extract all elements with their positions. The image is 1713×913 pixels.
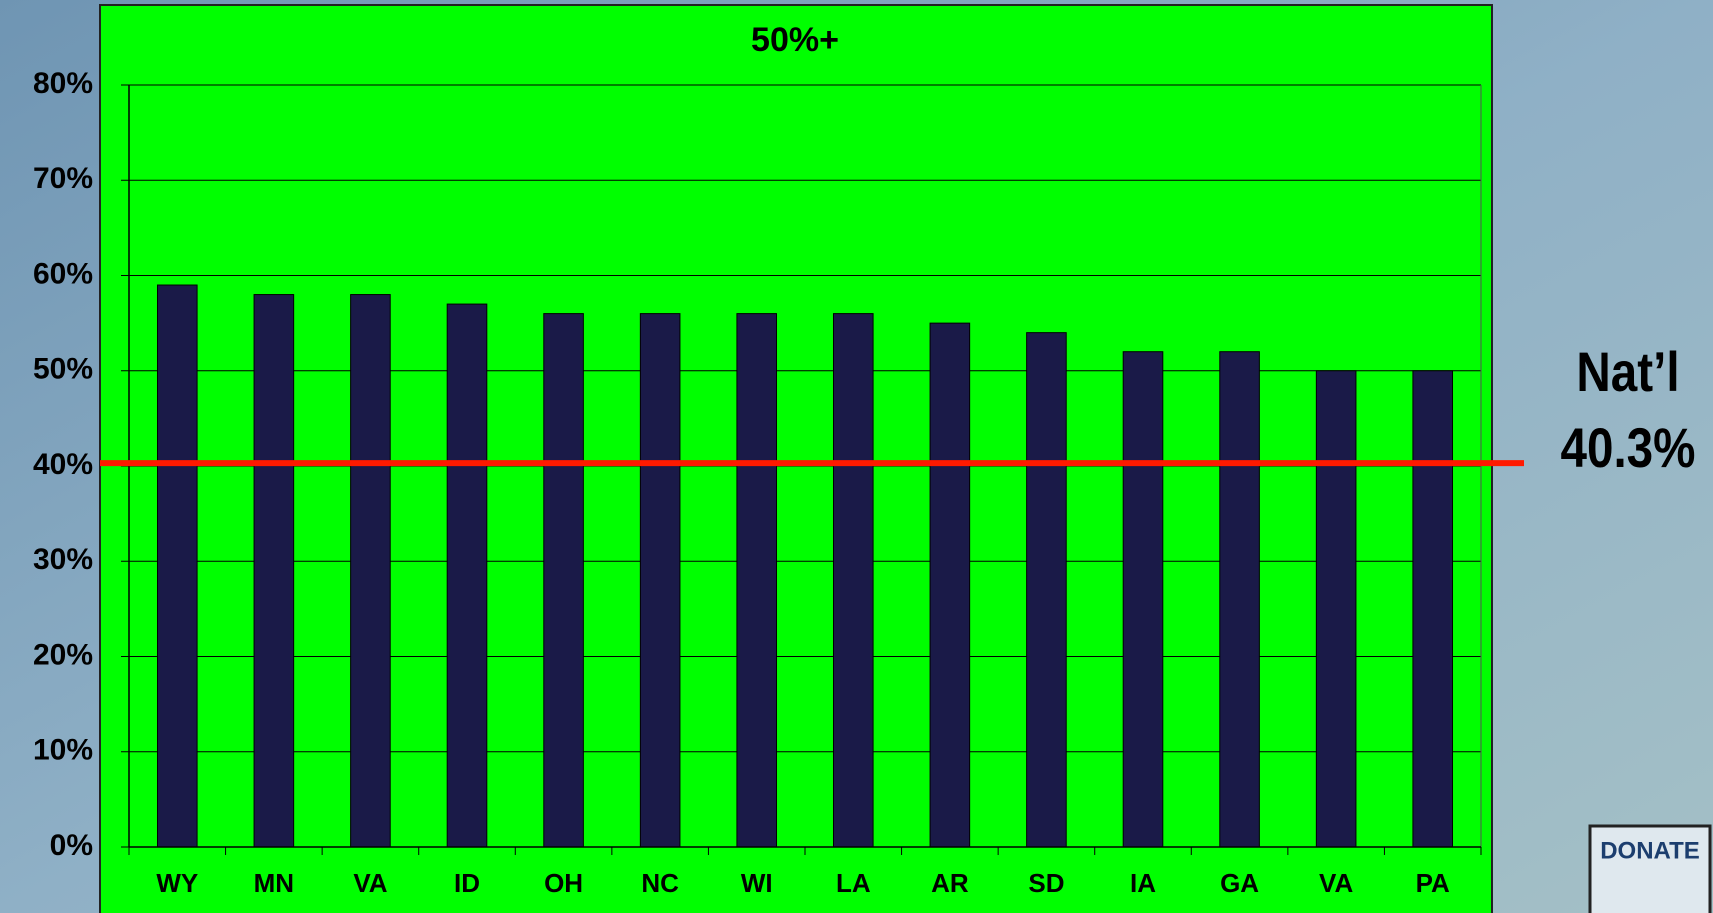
logo-text: DONATE <box>1600 837 1700 864</box>
y-tick-label: 20% <box>33 638 93 671</box>
bar <box>350 294 391 848</box>
y-tick-label: 60% <box>33 257 93 290</box>
x-tick-label: AR <box>931 868 969 898</box>
chart-title: 50%+ <box>751 21 839 59</box>
x-tick-label: LA <box>836 868 871 898</box>
x-tick-label: SD <box>1028 868 1064 898</box>
y-tick-label: 10% <box>33 734 93 767</box>
y-tick-label: 70% <box>33 162 93 195</box>
y-tick-label: 50% <box>33 353 93 386</box>
reference-name: Nat’l <box>1576 341 1679 403</box>
bar <box>1219 351 1260 848</box>
x-tick-label: NC <box>641 868 679 898</box>
bar <box>1315 370 1357 848</box>
x-tick-label: OH <box>544 868 583 898</box>
x-tick-label: GA <box>1220 868 1259 898</box>
x-tick-label: ID <box>454 868 480 898</box>
logo: DONATE <box>1588 824 1712 913</box>
x-tick-label: IA <box>1130 868 1156 898</box>
reference-label: 40.3% <box>1561 417 1696 479</box>
x-tick-label: WI <box>741 868 773 898</box>
bar <box>736 313 778 848</box>
bar <box>639 313 681 848</box>
logo-box <box>1588 824 1712 913</box>
x-tick-label: MN <box>254 868 294 898</box>
y-tick-label: 0% <box>50 829 93 862</box>
bar <box>156 284 198 848</box>
bar <box>929 322 971 848</box>
bar <box>446 303 488 848</box>
x-tick-label: WY <box>156 868 198 898</box>
bar <box>1122 351 1164 848</box>
bar <box>1412 370 1454 848</box>
bar <box>1026 332 1067 848</box>
x-tick-label: VA <box>353 868 387 898</box>
x-tick-label: PA <box>1416 868 1450 898</box>
y-tick-label: 40% <box>33 448 93 481</box>
y-tick-label: 80% <box>33 67 93 100</box>
chart-panel <box>99 4 1493 913</box>
y-tick-label: 30% <box>33 543 93 576</box>
bar <box>543 313 584 848</box>
bar <box>832 313 874 848</box>
x-tick-label: VA <box>1319 868 1353 898</box>
bar <box>253 294 295 848</box>
